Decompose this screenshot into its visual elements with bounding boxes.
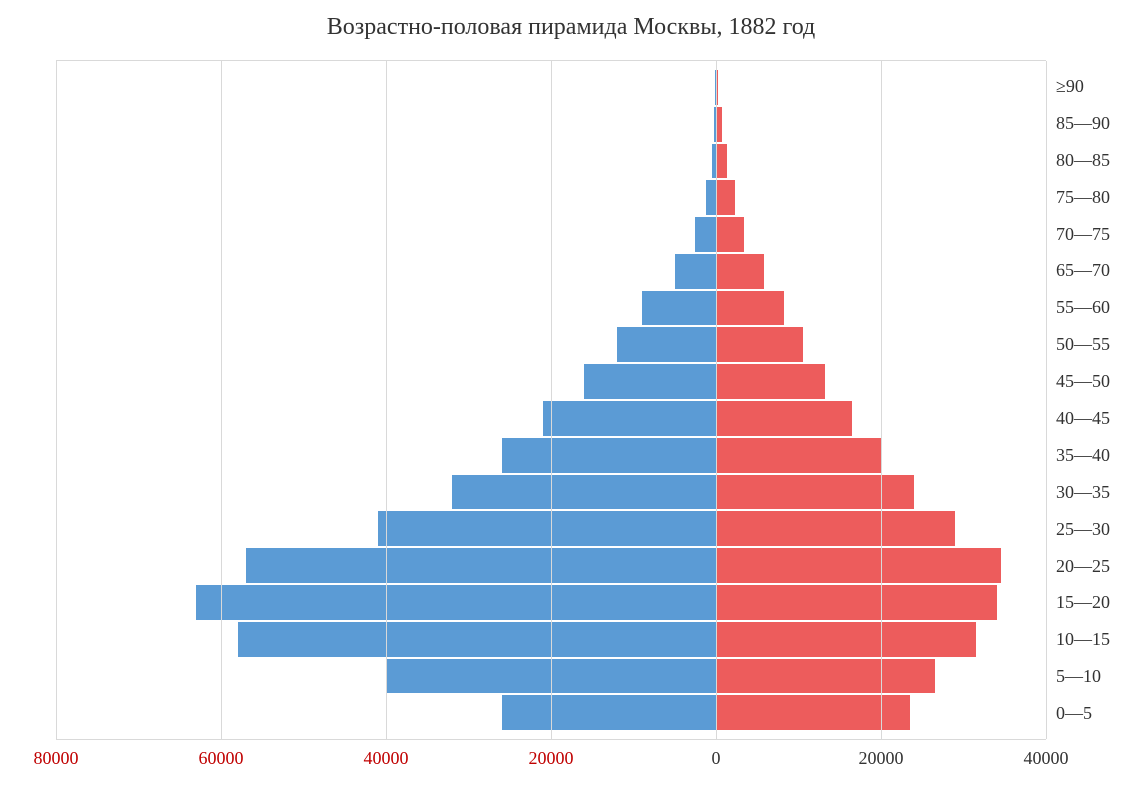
- female-bar: [716, 401, 852, 436]
- y-axis-tick-label: 15—20: [1056, 584, 1136, 621]
- grid-line: [551, 61, 552, 739]
- female-bar: [716, 622, 976, 657]
- grid-line: [221, 61, 222, 739]
- y-axis-labels: ≥9085—9080—8575—8070—7565—7055—6050—5545…: [1056, 68, 1136, 732]
- y-axis-tick-label: 5—10: [1056, 658, 1136, 695]
- y-axis-tick-label: 45—50: [1056, 363, 1136, 400]
- y-axis-tick-label: 80—85: [1056, 142, 1136, 179]
- grid-line: [1046, 61, 1047, 739]
- male-bar: [543, 401, 716, 436]
- y-axis-tick-label: 30—35: [1056, 474, 1136, 511]
- female-bar: [716, 585, 997, 620]
- male-bar: [238, 622, 717, 657]
- male-bar: [617, 327, 716, 362]
- y-axis-tick-label: 25—30: [1056, 511, 1136, 548]
- grid-line: [716, 61, 717, 739]
- x-axis-tick-label: 0: [712, 748, 721, 769]
- x-axis-tick-label: 40000: [364, 748, 409, 769]
- y-axis-tick-label: 55—60: [1056, 289, 1136, 326]
- male-bar: [642, 291, 716, 326]
- plot-area: [56, 60, 1046, 740]
- y-axis-tick-label: ≥90: [1056, 68, 1136, 105]
- x-axis-tick-label: 20000: [529, 748, 574, 769]
- male-bar: [452, 475, 716, 510]
- grid-line: [881, 61, 882, 739]
- y-axis-tick-label: 20—25: [1056, 548, 1136, 585]
- female-bar: [716, 217, 744, 252]
- male-bar: [502, 695, 717, 730]
- grid-line: [56, 61, 57, 739]
- y-axis-tick-label: 50—55: [1056, 326, 1136, 363]
- female-bar: [716, 254, 764, 289]
- chart-container: Возрастно-половая пирамида Москвы, 1882 …: [0, 0, 1142, 788]
- y-axis-tick-label: 85—90: [1056, 105, 1136, 142]
- female-bar: [716, 511, 955, 546]
- female-bar: [716, 438, 881, 473]
- x-axis-tick-label: 60000: [199, 748, 244, 769]
- grid-line: [386, 61, 387, 739]
- y-axis-tick-label: 35—40: [1056, 437, 1136, 474]
- y-axis-tick-label: 10—15: [1056, 621, 1136, 658]
- female-bar: [716, 327, 803, 362]
- x-axis-tick-label: 20000: [859, 748, 904, 769]
- y-axis-tick-label: 65—70: [1056, 252, 1136, 289]
- y-axis-tick-label: 75—80: [1056, 179, 1136, 216]
- female-bar: [716, 144, 727, 179]
- female-bar: [716, 291, 784, 326]
- chart-title: Возрастно-половая пирамида Москвы, 1882 …: [0, 14, 1142, 41]
- male-bar: [675, 254, 716, 289]
- x-axis-tick-label: 40000: [1024, 748, 1069, 769]
- male-bar: [502, 438, 717, 473]
- male-bar: [584, 364, 716, 399]
- female-bar: [716, 659, 935, 694]
- x-axis-labels: 0200004000060000800002000040000: [56, 748, 1046, 778]
- female-bar: [716, 475, 914, 510]
- female-bar: [716, 364, 825, 399]
- male-bar: [196, 585, 716, 620]
- male-bar: [246, 548, 716, 583]
- x-axis-tick-label: 80000: [34, 748, 79, 769]
- female-bar: [716, 180, 735, 215]
- y-axis-tick-label: 40—45: [1056, 400, 1136, 437]
- y-axis-tick-label: 70—75: [1056, 216, 1136, 253]
- male-bar: [695, 217, 716, 252]
- y-axis-tick-label: 0—5: [1056, 695, 1136, 732]
- male-bar: [706, 180, 716, 215]
- male-bar: [378, 511, 716, 546]
- female-bar: [716, 548, 1001, 583]
